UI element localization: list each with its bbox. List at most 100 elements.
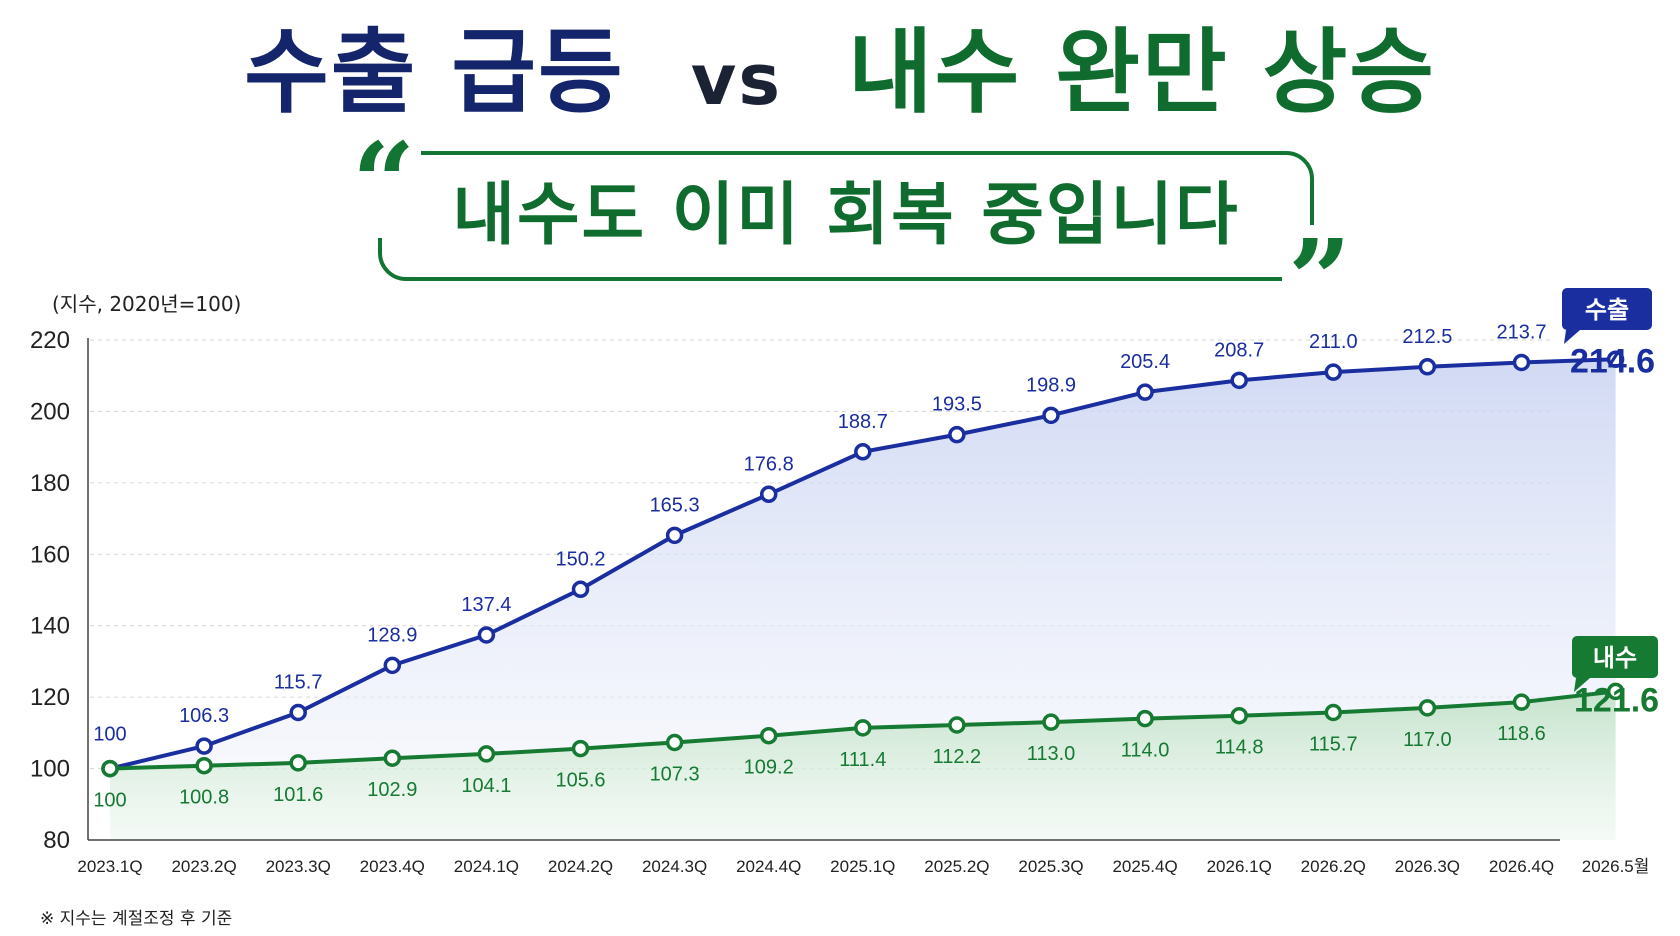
y-tick-label: 180: [30, 470, 70, 497]
x-tick-label: 2025.4Q: [1112, 857, 1177, 876]
x-tick-label: 2026.2Q: [1301, 857, 1366, 876]
y-tick-label: 120: [30, 684, 70, 711]
domestic-data-label: 114.0: [1121, 740, 1170, 762]
area-layer: [110, 359, 1616, 840]
domestic-point: [854, 719, 872, 737]
export-legend-box: [1562, 288, 1652, 330]
export-point: [383, 656, 402, 675]
domestic-point: [1512, 693, 1531, 711]
domestic-data-label: 107.3: [650, 764, 700, 786]
domestic-legend-pointer: [1574, 678, 1590, 692]
page-title: 수출 급등 vs 내수 완만 상승: [0, 18, 1680, 135]
domestic-point: [571, 739, 590, 758]
domestic-point: [195, 756, 213, 775]
export-data-label: 128.9: [367, 624, 417, 646]
export-data-label: 165.3: [650, 494, 700, 516]
domestic-data-label: 118.6: [1497, 723, 1546, 745]
export-final-value: 214.6: [1570, 342, 1655, 380]
domestic-legend-label: 내수: [1593, 644, 1637, 672]
domestic-point: [1324, 703, 1343, 722]
x-tick-label: 2023.2Q: [171, 857, 236, 876]
domestic-point: [1230, 706, 1248, 725]
domestic-data-label: 104.1: [461, 775, 511, 797]
domestic-data-label: 105.6: [555, 770, 605, 792]
domestic-data-label: 100: [93, 790, 126, 812]
x-tick-label: 2023.4Q: [360, 857, 425, 876]
domestic-final-value: 121.6: [1574, 681, 1659, 719]
domestic-point: [1606, 682, 1625, 701]
export-data-label: 150.2: [555, 548, 605, 570]
domestic-point: [948, 716, 966, 734]
export-point: [1418, 358, 1437, 376]
export-area: [110, 359, 1616, 769]
export-data-label: 208.7: [1214, 339, 1264, 361]
domestic-data-label: 109.2: [744, 757, 794, 779]
title-domestic-text: 내수 완만 상승: [848, 19, 1436, 126]
export-point: [948, 425, 966, 444]
domestic-point: [289, 754, 307, 772]
domestic-data-label: 114.8: [1215, 737, 1264, 759]
export-point: [759, 485, 778, 504]
point-layer: [101, 350, 1625, 778]
domestic-data-label: 115.7: [1309, 734, 1358, 756]
export-point: [195, 737, 213, 755]
export-data-label: 106.3: [179, 705, 229, 727]
export-data-label: 205.4: [1120, 351, 1170, 373]
export-point: [571, 580, 590, 599]
x-tick-label: 2025.1Q: [830, 857, 895, 876]
domestic-data-label: 102.9: [367, 779, 417, 801]
domestic-point: [1042, 713, 1060, 731]
export-legend-pointer: [1564, 330, 1580, 344]
export-data-label: 211.0: [1309, 331, 1358, 353]
y-tick-label: 80: [43, 827, 70, 854]
domestic-data-label: 100.8: [179, 787, 229, 809]
export-legend-badge: 수출: [1562, 288, 1652, 344]
export-point: [1606, 350, 1625, 369]
export-point: [1512, 353, 1531, 372]
x-tick-label: 2024.4Q: [736, 857, 801, 876]
domestic-point: [1418, 699, 1437, 717]
x-tick-label: 2026.3Q: [1395, 857, 1460, 876]
export-data-label: 188.7: [838, 411, 888, 433]
export-data-label: 213.7: [1496, 322, 1546, 344]
export-data-label: 193.5: [932, 394, 982, 416]
export-point: [1230, 371, 1248, 390]
y-tick-label: 140: [30, 613, 70, 640]
export-point: [477, 626, 496, 644]
export-data-label: 212.5: [1402, 326, 1452, 348]
y-tick-label: 160: [30, 541, 70, 568]
domestic-point: [759, 726, 778, 745]
x-tick-label: 2024.3Q: [642, 857, 707, 876]
export-data-label: 115.7: [274, 672, 323, 694]
label-layer: 100 106.3 115.7 128.9 137.4 150.2 165.3 176.8 18…: [93, 322, 1659, 812]
export-legend-label: 수출: [1585, 296, 1629, 324]
export-data-label: 100: [93, 724, 126, 746]
y-tick-label: 200: [30, 398, 70, 425]
title-vs-text: vs: [690, 39, 782, 121]
x-tick-label: 2026.4Q: [1489, 857, 1554, 876]
y-tick-label: 220: [30, 327, 70, 354]
domestic-data-label: 113.0: [1027, 743, 1076, 765]
domestic-data-label: 117.0: [1403, 729, 1452, 751]
domestic-legend-badge: 내수: [1572, 636, 1658, 692]
domestic-point: [1136, 709, 1154, 728]
domestic-point: [665, 733, 684, 752]
close-quote-icon: ”: [1282, 225, 1358, 335]
open-quote-icon: “: [346, 128, 422, 238]
footnote: ※ 지수는 계절조정 후 기준: [40, 909, 233, 929]
domestic-point: [477, 745, 496, 763]
export-point: [1324, 363, 1343, 381]
export-data-label: 198.9: [1026, 374, 1076, 396]
domestic-data-label: 112.2: [933, 746, 982, 768]
export-point: [665, 526, 684, 545]
export-point: [289, 703, 307, 722]
x-tick-label: 2024.1Q: [454, 857, 519, 876]
axis-layer: 80 100 120 140 160 180 200 220 2023.1Q 2023.2Q 202…: [30, 327, 1649, 876]
title-export-text: 수출 급등: [244, 19, 625, 126]
unit-label: (지수, 2020년=100): [52, 292, 242, 316]
domestic-data-label: 101.6: [273, 784, 323, 806]
x-tick-label: 2026.5월: [1582, 857, 1650, 876]
y-tick-label: 100: [30, 756, 70, 783]
